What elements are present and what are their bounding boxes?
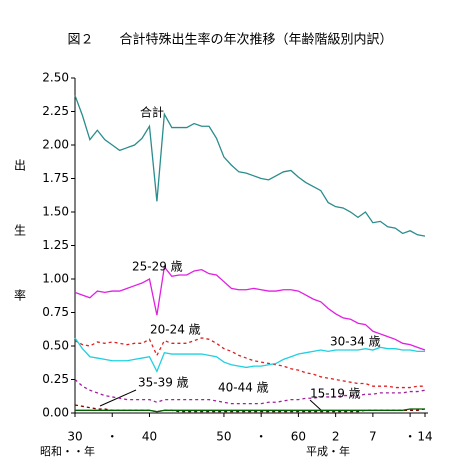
y-tick-label: 1.75 bbox=[42, 171, 69, 185]
x-tick-label: 30 bbox=[67, 430, 82, 444]
y-axis-label: 出 bbox=[14, 159, 26, 173]
x-axis-label: 平成・年 bbox=[306, 444, 350, 458]
series-line bbox=[74, 337, 425, 389]
y-tick-label: 1.50 bbox=[42, 205, 69, 219]
series-label: 20-24 歳 bbox=[150, 323, 201, 337]
y-axis-label: 率 bbox=[14, 288, 26, 303]
x-axis-label: 昭和・・年 bbox=[40, 444, 95, 458]
series-label: 25-29 歳 bbox=[132, 260, 183, 274]
annotation-arrow bbox=[99, 389, 137, 407]
annotation-arrow bbox=[309, 399, 323, 412]
series-line bbox=[74, 379, 426, 405]
y-tick-label: 1.00 bbox=[42, 272, 69, 286]
chart-title: 図２ 合計特殊出生率の年次推移（年齢階級別内訳） bbox=[67, 32, 392, 48]
series-line bbox=[74, 337, 425, 374]
x-tick-label: 14 bbox=[417, 430, 432, 444]
y-axis-label: 生 bbox=[14, 224, 26, 238]
x-tick-label: ・ bbox=[255, 430, 267, 444]
x-tick-label: 40 bbox=[142, 430, 157, 444]
y-tick-label: 2.50 bbox=[42, 71, 69, 85]
y-tick-label: 0.00 bbox=[42, 406, 69, 420]
x-tick-label: ・ bbox=[106, 430, 118, 444]
series-line bbox=[74, 95, 426, 237]
series-line bbox=[74, 404, 426, 413]
series-label: 40-44 歳 bbox=[218, 381, 269, 395]
series-label: 35-39 歳 bbox=[138, 376, 189, 390]
x-tick-label: 2 bbox=[332, 430, 340, 444]
x-tick-label: ・ bbox=[404, 430, 416, 444]
series-line bbox=[74, 265, 426, 351]
series-label: 合計 bbox=[140, 105, 164, 120]
y-tick-label: 1.25 bbox=[42, 238, 69, 252]
y-tick-label: 2.25 bbox=[42, 104, 69, 118]
y-tick-label: 0.50 bbox=[42, 339, 69, 353]
x-tick-label: 7 bbox=[369, 430, 377, 444]
x-tick-label: 50 bbox=[216, 430, 231, 444]
series-line bbox=[75, 408, 425, 413]
series-label: 15-19 歳 bbox=[310, 387, 361, 401]
series-label: 30-34 歳 bbox=[330, 335, 381, 349]
y-tick-label: 0.25 bbox=[42, 372, 69, 386]
y-tick-label: 2.00 bbox=[42, 138, 69, 152]
y-tick-label: 0.75 bbox=[42, 305, 69, 319]
x-tick-label: 60 bbox=[291, 430, 306, 444]
